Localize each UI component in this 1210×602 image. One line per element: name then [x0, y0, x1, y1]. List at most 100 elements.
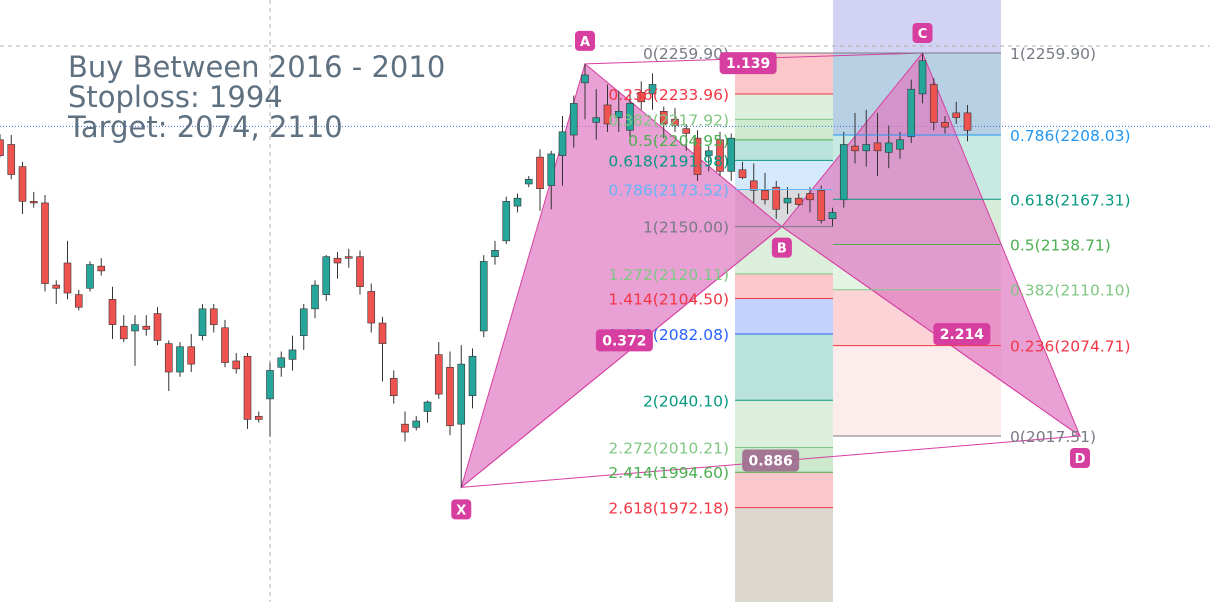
candle-bearish: [333, 251, 342, 279]
candle-bearish: [209, 304, 218, 333]
candle-body: [378, 322, 387, 344]
candle-body: [581, 74, 589, 84]
candle-body: [772, 186, 781, 210]
candle-bullish: [266, 362, 274, 437]
candle-body: [468, 355, 477, 397]
candle-body: [97, 265, 106, 272]
candle-bearish: [74, 289, 83, 311]
candle-body: [524, 178, 533, 185]
candle-body: [52, 284, 61, 289]
candles: [0, 53, 972, 488]
candle-bullish: [614, 90, 623, 132]
fib-left-band: [735, 93, 833, 120]
candle-bullish: [918, 53, 927, 104]
candle-body: [344, 256, 353, 259]
candle-body: [74, 294, 83, 308]
candle-body: [862, 144, 871, 152]
candle-bearish: [187, 334, 196, 373]
candle-bearish: [682, 123, 691, 151]
candle-body: [423, 401, 432, 412]
fib-level-lines: [735, 52, 1001, 509]
candle-body: [322, 256, 331, 295]
fib-left-band: [735, 472, 833, 508]
candle-body: [727, 137, 736, 172]
fib-left-level-label: 1.414(2104.50): [608, 291, 729, 309]
pattern-badges: X A B C D 0.372 1.139 2.214 0.886: [451, 23, 1090, 520]
point-label: A: [580, 35, 590, 50]
candle-body: [164, 343, 173, 373]
candle-body: [738, 169, 747, 178]
candle-body: [412, 420, 421, 428]
fib-right-level-label: 0.786(2208.03): [1010, 127, 1131, 145]
candle-body: [434, 354, 443, 395]
candle-body: [513, 197, 522, 207]
candle-bearish: [693, 130, 702, 181]
candle-body: [536, 156, 544, 190]
candle-body: [603, 104, 612, 125]
candle-bullish: [524, 176, 533, 188]
ratio-badge-label: 2.214: [940, 327, 985, 343]
candle-bullish: [884, 125, 893, 169]
candle-bullish: [581, 63, 589, 120]
fib-left-level-label: 0.382(2217.92): [608, 111, 729, 129]
candle-bearish: [232, 353, 241, 374]
fib-left-level-label: 2.618(1972.18): [608, 500, 729, 518]
fib-left-level-label: 0.618(2191.98): [608, 152, 729, 170]
note-stoploss: Stoploss: 1994: [68, 80, 283, 114]
pattern-ratio-badge: 0.886: [742, 449, 800, 472]
fib-left-band-tail: [735, 507, 833, 602]
candle-bearish: [63, 240, 72, 300]
note-buy-range: Buy Between 2016 - 2010: [68, 50, 445, 84]
candle-bearish: [142, 315, 151, 336]
candle-bearish: [446, 351, 454, 436]
candle-bearish: [873, 112, 882, 177]
candle-body: [119, 325, 128, 340]
candle-bullish: [423, 400, 432, 423]
candle-bullish: [513, 193, 522, 213]
ratio-badge-box: [719, 52, 777, 75]
candle-bearish: [108, 286, 117, 339]
fib-right-level-label: 0.382(2110.10): [1010, 282, 1131, 300]
candle-body: [547, 153, 556, 186]
candle-bearish: [952, 101, 961, 124]
point-badge: [771, 237, 792, 258]
candle-bullish: [558, 116, 567, 186]
candle-body: [401, 423, 409, 433]
candle-bearish: [603, 84, 612, 132]
candle-bullish: [131, 315, 139, 366]
candle-bullish: [896, 131, 904, 159]
candle-bearish: [637, 81, 646, 110]
pattern-point-b: B: [771, 237, 792, 258]
candle-body: [367, 291, 376, 324]
note-target: Target: 2074, 2110: [67, 110, 343, 144]
candle-body: [356, 256, 364, 287]
ratio-badge-box: [742, 449, 800, 472]
point-label: B: [777, 242, 787, 257]
candle-body: [749, 180, 758, 191]
pattern-point-c: C: [912, 23, 933, 43]
candle-body: [963, 112, 972, 131]
candle-body: [614, 111, 623, 118]
candle-bearish: [243, 353, 252, 429]
ratio-badge-label: 1.139: [726, 56, 770, 72]
candle-body: [153, 313, 162, 341]
candle-bullish: [862, 109, 871, 167]
fib-right-level-label: 0.618(2167.31): [1010, 191, 1131, 209]
candle-body: [491, 250, 499, 257]
candle-body: [41, 202, 49, 284]
candle-bearish: [254, 411, 263, 423]
candle-body: [0, 139, 4, 156]
point-label: X: [456, 503, 466, 518]
pattern-point-d: D: [1070, 448, 1090, 468]
candle-bullish: [907, 79, 916, 143]
candle-bullish: [727, 133, 736, 181]
candle-bearish: [929, 78, 938, 131]
point-label: D: [1075, 452, 1086, 467]
fib-left-level-label: 2.272(2010.21): [608, 440, 729, 458]
candle-body: [86, 264, 94, 289]
candle-bearish: [221, 319, 229, 368]
candle-body: [716, 139, 724, 172]
candle-body: [29, 201, 38, 204]
fib-right-level-label: 1(2259.90): [1010, 45, 1096, 63]
